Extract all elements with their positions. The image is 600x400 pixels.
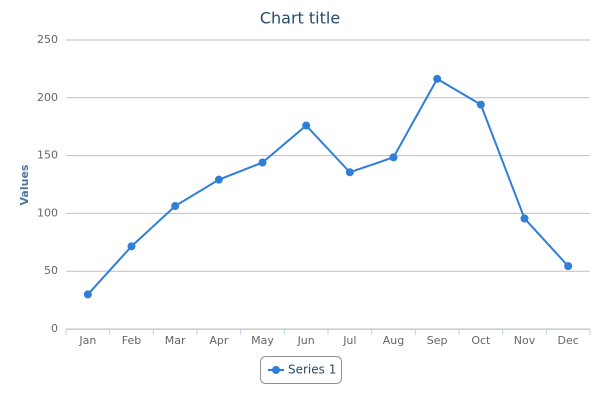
x-tick-label: Mar bbox=[165, 334, 186, 347]
y-tick-label: 200 bbox=[37, 91, 58, 104]
x-tick-label: Jan bbox=[78, 334, 96, 347]
data-point bbox=[389, 153, 398, 162]
data-point bbox=[214, 175, 223, 184]
y-tick-label: 100 bbox=[37, 206, 58, 219]
series-line bbox=[87, 77, 569, 296]
x-tick-label: Aug bbox=[383, 334, 404, 347]
y-tick-label: 50 bbox=[44, 264, 58, 277]
data-point bbox=[433, 74, 442, 83]
data-point bbox=[127, 242, 136, 251]
data-point bbox=[302, 121, 311, 130]
y-tick-label: 150 bbox=[37, 149, 58, 162]
x-tick-label: Dec bbox=[558, 334, 579, 347]
data-point bbox=[83, 290, 92, 299]
legend-marker bbox=[272, 366, 280, 374]
y-tick-label: 0 bbox=[51, 322, 58, 335]
x-tick-label: Jul bbox=[342, 334, 356, 347]
x-tick-label: May bbox=[251, 334, 274, 347]
y-axis-title: Values bbox=[18, 164, 31, 205]
data-point bbox=[476, 100, 485, 109]
data-point bbox=[564, 262, 573, 271]
legend-label: Series 1 bbox=[288, 363, 336, 377]
x-tick-label: Oct bbox=[471, 334, 491, 347]
x-tick-label: Feb bbox=[122, 334, 141, 347]
x-tick-label: Apr bbox=[209, 334, 229, 347]
x-tick-label: Nov bbox=[514, 334, 536, 347]
chart-title: Chart title bbox=[260, 9, 340, 28]
legend-box bbox=[260, 356, 342, 384]
x-tick-label: Jun bbox=[297, 334, 315, 347]
data-point bbox=[520, 214, 529, 223]
data-point bbox=[345, 168, 354, 177]
data-point bbox=[258, 158, 267, 167]
y-tick-label: 250 bbox=[37, 33, 58, 46]
data-point bbox=[171, 202, 180, 211]
x-tick-label: Sep bbox=[427, 334, 448, 347]
